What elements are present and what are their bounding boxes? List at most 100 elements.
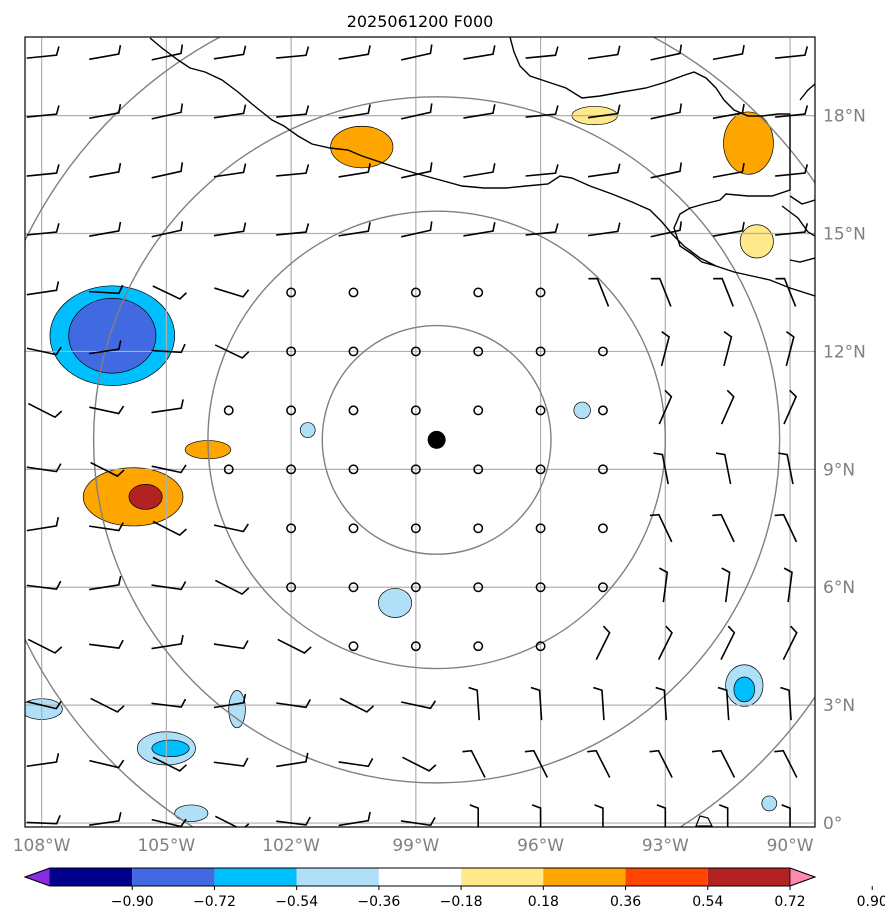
wind-barb bbox=[338, 758, 374, 768]
wind-barb bbox=[213, 222, 247, 237]
colorbar-segment bbox=[543, 868, 626, 886]
calm-wind-marker bbox=[473, 582, 484, 593]
calm-wind-marker bbox=[535, 405, 546, 416]
wind-barb bbox=[401, 44, 433, 61]
wind-barb bbox=[89, 575, 122, 591]
wind-barb bbox=[151, 698, 187, 708]
wind-barb bbox=[89, 221, 122, 237]
calm-wind-marker bbox=[535, 464, 546, 475]
calm-wind-marker bbox=[597, 405, 608, 416]
wind-barb bbox=[214, 344, 250, 359]
anomaly-blob bbox=[739, 224, 774, 259]
wind-barb bbox=[721, 567, 731, 603]
colorbar-segment bbox=[461, 868, 544, 886]
latitude-label: 18°N bbox=[823, 107, 866, 127]
anomaly-blob bbox=[68, 297, 157, 374]
wind-barb bbox=[780, 686, 792, 721]
wind-barb bbox=[525, 164, 559, 177]
calm-wind-marker bbox=[348, 464, 359, 475]
colorbar-segment bbox=[378, 868, 462, 886]
wind-barb bbox=[712, 513, 735, 543]
wind-barb bbox=[276, 105, 310, 118]
calm-wind-marker bbox=[286, 346, 297, 357]
wind-barb bbox=[782, 625, 798, 660]
calm-wind-marker bbox=[597, 582, 608, 593]
wind-barb bbox=[594, 804, 604, 827]
colorbar-segment bbox=[707, 868, 790, 886]
wind-barb bbox=[213, 523, 249, 533]
longitude-tick-labels: 108°W 105°W 102°W 99°W 96°W 93°W 90°W bbox=[13, 836, 814, 856]
wind-barb bbox=[151, 221, 184, 238]
colorbar-tick-label: 0.90 bbox=[857, 894, 885, 910]
wind-barb bbox=[276, 752, 309, 768]
wind-barb bbox=[587, 222, 621, 237]
anomaly-blob bbox=[378, 588, 413, 618]
wind-barb bbox=[276, 816, 311, 826]
calm-wind-marker bbox=[348, 523, 359, 534]
wind-barb bbox=[276, 223, 310, 236]
wind-barb bbox=[26, 105, 60, 118]
wind-barb bbox=[593, 686, 605, 721]
longitude-label: 108°W bbox=[13, 836, 71, 856]
wind-barb bbox=[89, 162, 122, 178]
wind-barb bbox=[26, 223, 60, 236]
wind-barb bbox=[463, 222, 496, 237]
calm-wind-marker bbox=[286, 405, 297, 416]
calm-wind-marker bbox=[535, 582, 546, 593]
colorbar-segment bbox=[625, 868, 708, 886]
wind-barb bbox=[660, 331, 670, 367]
longitude-label: 93°W bbox=[642, 836, 689, 856]
calm-wind-marker bbox=[410, 346, 421, 357]
calm-wind-marker bbox=[473, 464, 484, 475]
wind-barb bbox=[151, 581, 187, 591]
calm-wind-marker bbox=[410, 405, 421, 416]
map-frame bbox=[24, 36, 816, 828]
wind-barb bbox=[338, 222, 371, 237]
wind-barb bbox=[775, 223, 809, 236]
wind-barb bbox=[152, 756, 187, 772]
calm-wind-marker bbox=[223, 464, 234, 475]
wind-barb bbox=[214, 579, 250, 595]
wind-barbs bbox=[26, 44, 809, 827]
wind-barb bbox=[151, 44, 184, 61]
wind-barb bbox=[90, 697, 125, 713]
wind-barb bbox=[785, 331, 795, 367]
wind-barb bbox=[524, 749, 549, 778]
wind-barb bbox=[276, 46, 310, 59]
wind-barb bbox=[213, 45, 247, 60]
wind-barb bbox=[657, 625, 673, 660]
range-ring bbox=[321, 324, 552, 555]
map-plot-area bbox=[25, 37, 815, 827]
wind-barb bbox=[778, 452, 794, 485]
calm-wind-marker bbox=[597, 523, 608, 534]
calm-wind-marker bbox=[535, 641, 546, 652]
colorbar-high-extend bbox=[789, 867, 817, 887]
wind-barb bbox=[151, 464, 187, 474]
wind-barb bbox=[401, 221, 433, 238]
calm-wind-marker bbox=[348, 287, 359, 298]
wind-barb bbox=[213, 104, 247, 119]
coastline-gulf bbox=[509, 37, 790, 117]
wind-barb bbox=[656, 804, 667, 827]
wind-barb bbox=[338, 45, 371, 60]
colorbar-low-extend bbox=[23, 867, 51, 887]
anomaly-blob bbox=[733, 676, 756, 703]
latitude-label: 15°N bbox=[823, 225, 866, 245]
longitude-label: 96°W bbox=[517, 836, 564, 856]
wind-barb bbox=[588, 277, 610, 307]
colorbar-tick-label: −0.36 bbox=[357, 894, 400, 910]
wind-barb bbox=[89, 522, 124, 532]
wind-barb bbox=[402, 756, 437, 772]
calm-wind-marker bbox=[348, 582, 359, 593]
wind-barb bbox=[783, 389, 798, 425]
wind-barb bbox=[525, 46, 559, 59]
wind-barb bbox=[277, 638, 312, 654]
coastline-mexico bbox=[149, 37, 815, 297]
wind-barb bbox=[720, 625, 736, 660]
calm-wind-marker bbox=[535, 287, 546, 298]
wind-barb bbox=[655, 686, 668, 721]
wind-barb bbox=[152, 520, 187, 537]
calm-wind-marker bbox=[473, 346, 484, 357]
range-ring bbox=[207, 210, 667, 670]
